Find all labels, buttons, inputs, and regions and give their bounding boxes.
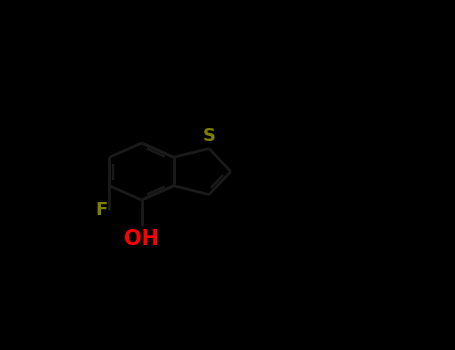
Text: OH: OH — [124, 229, 159, 249]
Text: F: F — [95, 201, 107, 219]
Text: S: S — [202, 127, 216, 145]
